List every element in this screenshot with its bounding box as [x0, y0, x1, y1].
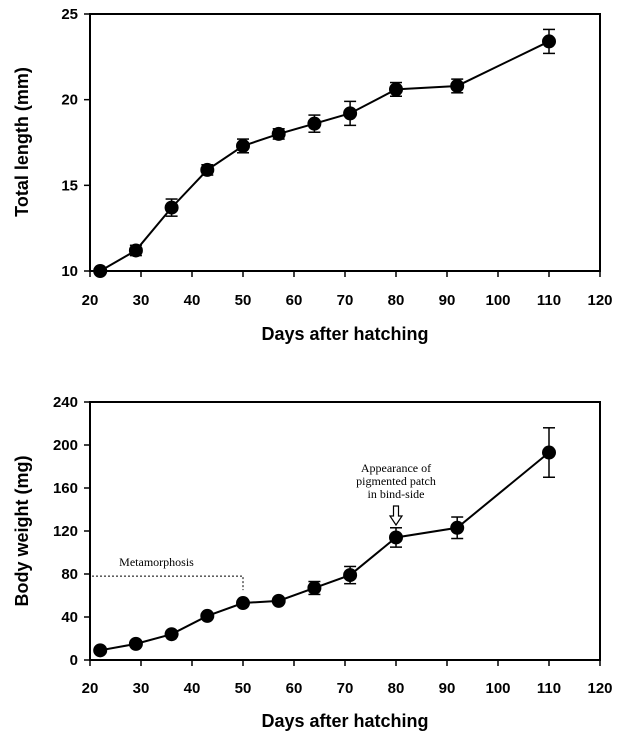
y-tick-label: 80: [61, 566, 78, 583]
x-tick-label: 20: [82, 680, 99, 697]
data-point: [389, 530, 403, 545]
data-point: [307, 580, 322, 595]
x-axis-title: Days after hatching: [261, 324, 428, 344]
plot-frame: [89, 401, 601, 661]
x-tick-label: 80: [388, 292, 405, 309]
data-point: [200, 162, 215, 177]
x-tick-label: 50: [235, 292, 252, 309]
y-tick-label: 160: [53, 480, 78, 497]
x-tick-label: 80: [388, 680, 405, 697]
data-point: [271, 126, 286, 141]
data-point: [542, 34, 556, 49]
x-tick-label: 40: [184, 680, 201, 697]
y-tick-label: 25: [61, 6, 78, 23]
x-tick-label: 100: [485, 680, 510, 697]
y-tick-label: 20: [61, 92, 78, 109]
data-point: [200, 608, 215, 623]
x-tick-label: 40: [184, 292, 201, 309]
y-tick-label: 0: [70, 652, 78, 669]
y-tick-label: 40: [61, 609, 78, 626]
y-axis-title: Body weight (mg): [12, 456, 32, 607]
body-weight-chart: 20 30 40 50 60 70 80 90 100 110 120 0 40 80 120 160 200 2…: [12, 394, 613, 731]
x-tick-label: 30: [133, 292, 150, 309]
x-tick-label: 120: [587, 292, 612, 309]
y-tick-label: 120: [53, 523, 78, 540]
x-tick-label: 70: [337, 680, 354, 697]
plot-frame: [89, 13, 601, 272]
data-point: [164, 627, 179, 642]
pigment-annotation-line: Appearance of: [361, 461, 431, 475]
data-point: [450, 78, 465, 93]
data-point: [389, 82, 403, 97]
data-point: [307, 116, 322, 131]
y-tick-label: 200: [53, 437, 78, 454]
x-tick-label: 50: [235, 680, 252, 697]
down-arrow-icon: [388, 505, 404, 527]
x-tick-label: 70: [337, 292, 354, 309]
x-tick-label: 30: [133, 680, 150, 697]
series-line: [100, 451, 550, 652]
total-length-chart: 20 30 40 50 60 70 80 90 100 110 120 10 15 20 25 Days af…: [12, 6, 613, 344]
y-tick-label: 240: [53, 394, 78, 411]
data-point: [343, 106, 358, 121]
y-tick-label: 10: [61, 263, 78, 280]
x-tick-label: 90: [439, 292, 456, 309]
data-point: [271, 593, 286, 608]
y-tick-label: 15: [61, 177, 78, 194]
pigment-annotation-line: in bind-side: [368, 487, 425, 501]
x-tick-label: 110: [537, 680, 561, 697]
data-point: [128, 636, 143, 651]
data-point: [343, 568, 358, 583]
x-tick-label: 100: [485, 292, 510, 309]
data-point: [93, 264, 108, 278]
x-tick-label: 20: [82, 292, 99, 309]
data-point: [93, 643, 108, 658]
data-point: [236, 138, 250, 153]
x-tick-label: 60: [286, 292, 303, 309]
pigment-annotation-line: pigmented patch: [356, 474, 436, 488]
data-point: [128, 243, 143, 258]
x-tick-label: 110: [537, 292, 561, 309]
data-point: [542, 445, 556, 460]
series-line: [99, 40, 550, 272]
x-axis-title: Days after hatching: [261, 711, 428, 731]
x-tick-label: 90: [439, 680, 456, 697]
y-axis-title: Total length (mm): [12, 67, 32, 217]
metamorphosis-bracket: [92, 575, 244, 591]
data-point: [450, 520, 465, 535]
data-point: [236, 596, 250, 611]
data-point: [164, 200, 179, 215]
metamorphosis-label: Metamorphosis: [119, 555, 194, 569]
x-tick-label: 120: [587, 680, 612, 697]
x-tick-label: 60: [286, 680, 303, 697]
